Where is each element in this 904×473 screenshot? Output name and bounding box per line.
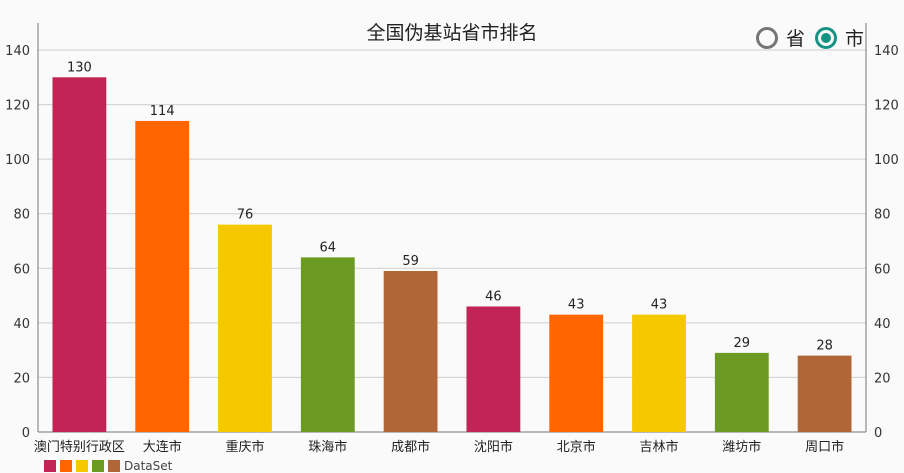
bar <box>632 314 686 432</box>
chart-title: 全国伪基站省市排名 <box>366 22 538 44</box>
data-label: 76 <box>237 208 254 223</box>
x-tick-label: 周口市 <box>805 439 844 455</box>
y-tick-label-left: 40 <box>13 317 30 332</box>
y-tick-label-left: 100 <box>5 153 30 168</box>
data-label: 64 <box>320 240 337 255</box>
data-label: 114 <box>150 104 175 119</box>
legend-swatch <box>108 460 120 472</box>
data-label: 46 <box>485 289 502 304</box>
y-tick-label-right: 20 <box>874 371 891 386</box>
x-tick-label: 潍坊市 <box>722 439 761 455</box>
y-tick-label-left: 120 <box>5 99 30 114</box>
y-tick-label-right: 40 <box>874 317 891 332</box>
y-tick-label-left: 140 <box>5 44 30 59</box>
data-label: 28 <box>816 339 833 354</box>
province-city-toggle: 省 市 <box>755 24 864 51</box>
y-tick-label-right: 120 <box>874 99 899 114</box>
x-tick-label: 大连市 <box>143 439 182 455</box>
bar <box>218 224 272 432</box>
bar <box>714 352 769 432</box>
legend-label: DataSet <box>124 459 173 473</box>
bar <box>797 355 852 432</box>
x-tick-label: 沈阳市 <box>474 439 513 455</box>
bar <box>549 314 604 432</box>
y-tick-label-left: 20 <box>13 371 30 386</box>
radio-province[interactable]: 省 <box>755 24 805 51</box>
chart-legend: DataSet <box>44 459 172 473</box>
data-label: 59 <box>402 254 419 269</box>
data-label: 43 <box>568 298 585 313</box>
x-tick-label: 澳门特别行政区 <box>34 439 125 455</box>
legend-swatch <box>44 460 56 472</box>
radio-checked-icon[interactable] <box>814 26 837 49</box>
x-tick-label: 珠海市 <box>308 439 347 455</box>
x-tick-label: 成都市 <box>391 439 430 455</box>
radio-city-label: 市 <box>844 28 864 50</box>
x-tick-label: 重庆市 <box>225 439 264 455</box>
y-tick-label-right: 80 <box>874 208 891 223</box>
radio-city[interactable]: 市 <box>814 24 864 51</box>
radio-unchecked-icon[interactable] <box>755 26 778 49</box>
y-tick-label-left: 80 <box>13 208 30 223</box>
data-label: 43 <box>651 298 668 313</box>
y-tick-label-left: 60 <box>13 262 30 277</box>
data-label: 130 <box>67 60 92 75</box>
data-label: 29 <box>734 336 751 351</box>
bar <box>466 306 521 432</box>
bar <box>383 271 438 432</box>
y-tick-label-right: 60 <box>874 262 891 277</box>
legend-swatch <box>76 460 88 472</box>
bar <box>135 120 190 432</box>
x-tick-label: 吉林市 <box>639 439 678 455</box>
legend-swatch <box>60 460 72 472</box>
legend-swatch <box>92 460 104 472</box>
bar <box>300 257 355 432</box>
y-tick-label-left: 0 <box>22 426 30 441</box>
y-tick-label-right: 0 <box>874 426 882 441</box>
y-tick-label-right: 140 <box>874 44 899 59</box>
bar <box>52 77 107 433</box>
radio-province-label: 省 <box>785 28 805 50</box>
x-tick-label: 北京市 <box>557 439 596 455</box>
y-tick-label-right: 100 <box>874 153 899 168</box>
